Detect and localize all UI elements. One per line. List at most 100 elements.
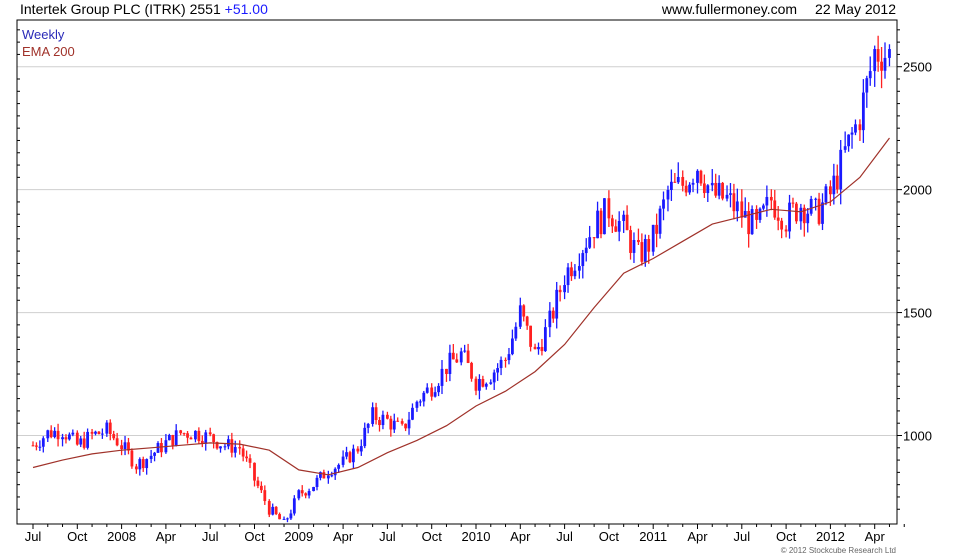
candle-body <box>788 202 791 232</box>
candle-body <box>658 208 662 234</box>
candle-body <box>430 387 434 397</box>
candle-body <box>200 440 204 444</box>
candle-body <box>603 198 606 235</box>
candle-body <box>499 359 503 369</box>
candle-body <box>208 432 212 435</box>
candle-body <box>267 501 271 515</box>
candle-body <box>341 456 345 465</box>
candle-body <box>632 239 636 253</box>
candle-body <box>463 350 467 352</box>
candle-body <box>174 430 178 446</box>
candle-body <box>637 239 640 243</box>
candle-body <box>876 49 880 62</box>
candle-body <box>577 266 581 271</box>
candle-body <box>511 338 514 355</box>
x-tick-label: Jul <box>733 529 750 544</box>
candle-body <box>489 382 493 384</box>
candle-body <box>179 430 183 434</box>
candle-body <box>883 57 887 71</box>
x-axis: Jul Oct 2008 Apr Jul Oct 2009 Apr Jul Oct 2010 Apr J… <box>25 524 905 544</box>
candle-body <box>245 456 249 459</box>
candle-body <box>861 92 865 131</box>
grid-lines <box>17 66 897 436</box>
candle-body <box>717 182 721 196</box>
candle-body <box>315 477 319 487</box>
candle-body <box>563 285 566 293</box>
candle-body <box>824 186 828 203</box>
candle-body <box>366 423 370 428</box>
candle-body <box>610 218 614 227</box>
candle-body <box>82 438 86 448</box>
candle-body <box>670 181 673 190</box>
candle-body <box>348 452 352 463</box>
candle-body <box>814 198 818 200</box>
candle-body <box>799 207 803 222</box>
candle-body <box>551 310 555 319</box>
candle-body <box>758 208 762 220</box>
candle-body <box>673 181 677 183</box>
candle-body <box>189 437 193 440</box>
candle-body <box>404 423 408 429</box>
candle-body <box>617 220 621 232</box>
candle-body <box>445 368 448 374</box>
candle-body <box>647 239 651 252</box>
x-tick-label: Apr <box>156 529 177 544</box>
candle-body <box>455 359 459 363</box>
x-tick-label: Oct <box>244 529 265 544</box>
candle-body <box>821 202 824 224</box>
candle-body <box>662 199 665 209</box>
candle-body <box>396 420 400 422</box>
candle-body <box>278 514 281 520</box>
candle-body <box>90 431 94 434</box>
candle-body <box>809 198 813 214</box>
candle-body <box>38 446 42 448</box>
candle-body <box>204 432 208 444</box>
chart-title: Intertek Group PLC (ITRK) 2551 +51.00 <box>20 1 268 17</box>
price-change: +51.00 <box>224 1 268 17</box>
candle-body <box>629 230 632 253</box>
candle-body <box>53 430 57 438</box>
ema-200-line <box>32 137 890 476</box>
candle-body <box>186 433 189 438</box>
x-tick-label: Jul <box>202 529 219 544</box>
candle-body <box>684 185 688 193</box>
x-tick-label: Oct <box>422 529 443 544</box>
candle-body <box>282 518 286 520</box>
candle-body <box>537 346 540 350</box>
candle-body <box>806 213 810 224</box>
weekly-candles <box>31 35 891 523</box>
y-tick-label: 1000 <box>903 428 932 443</box>
candle-body <box>721 182 724 199</box>
y-axis: 1000 1500 2000 2500 <box>17 29 932 510</box>
candle-body <box>227 439 230 447</box>
candle-body <box>415 401 419 408</box>
candle-body <box>56 430 60 440</box>
candle-body <box>706 185 710 194</box>
candle-body <box>319 472 322 478</box>
candle-body <box>607 198 611 219</box>
candle-body <box>518 305 522 327</box>
candle-body <box>584 247 588 254</box>
candle-body <box>691 182 695 185</box>
candle-body <box>743 210 747 218</box>
candle-body <box>784 229 788 232</box>
candle-body <box>97 431 101 435</box>
x-tick-label: Apr <box>687 529 708 544</box>
candle-body <box>123 442 127 450</box>
candle-body <box>286 518 289 520</box>
candle-body <box>481 379 485 387</box>
x-tick-label: 2008 <box>107 529 136 544</box>
site-link[interactable]: www.fullermoney.com <box>661 1 798 17</box>
candle-body <box>873 49 877 72</box>
candle-body <box>389 418 393 430</box>
x-tick-label: 2012 <box>816 529 845 544</box>
candle-body <box>769 196 773 201</box>
candle-body <box>400 421 404 424</box>
candle-body <box>425 387 429 393</box>
candle-body <box>795 203 798 222</box>
candle-body <box>474 378 478 391</box>
candle-body <box>832 175 836 195</box>
candle-body <box>504 359 507 361</box>
candle-body <box>71 432 75 435</box>
